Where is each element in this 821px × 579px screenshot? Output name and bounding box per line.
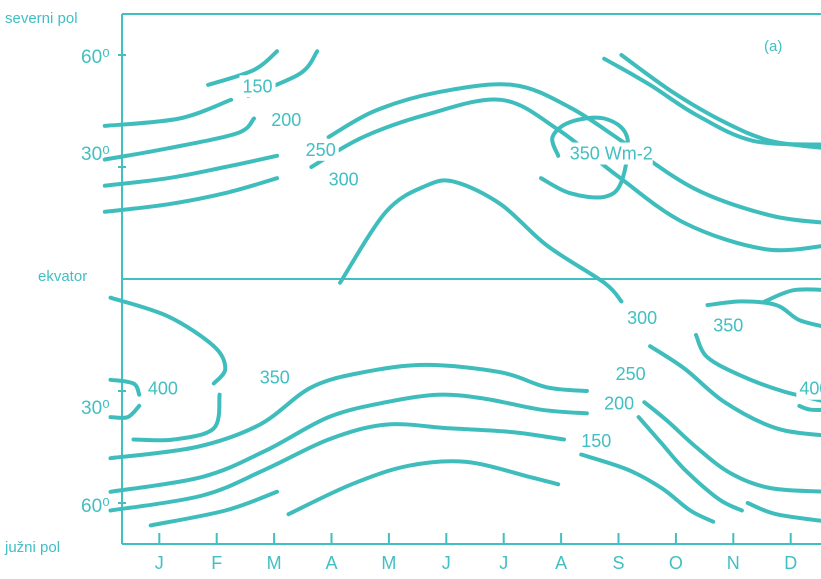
contour-label-s350: 350 [713, 315, 743, 335]
contour-line-s200 [108, 392, 589, 494]
contour-label-s250: 250 [616, 364, 646, 384]
contour-line-s250b [642, 400, 821, 494]
contour-line-s150b [148, 489, 279, 528]
month-label: J [155, 553, 164, 573]
y-label-60n: 60⁰ [81, 47, 110, 68]
contour-line-n200b [619, 53, 821, 150]
panel-label: (a) [764, 38, 782, 55]
contour-line-n150b [602, 56, 821, 147]
y-axis-labels: severni pol 60⁰ 30⁰ ekvator 30⁰ 60⁰ južn… [4, 10, 110, 556]
contour-line-s350e [705, 299, 821, 329]
contour-label-bg [325, 168, 362, 191]
contour-label-bg [302, 138, 339, 161]
contour-label-bg [144, 377, 181, 400]
y-label-south-pole: južni pol [4, 539, 60, 556]
contour-label-bg [624, 306, 661, 329]
contour-label-n200: 200 [271, 110, 301, 130]
contour-label-bg [710, 314, 747, 337]
contour-line-n250 [102, 153, 279, 188]
contour-label-bg [601, 392, 638, 415]
contour-line-s200c [745, 501, 821, 523]
contour-label-s350w: 350 [260, 368, 290, 388]
contour-line-s150d [579, 452, 716, 524]
contour-line-s150 [108, 422, 566, 513]
contour-line-s250 [108, 362, 589, 461]
contour-label-bg [239, 75, 276, 98]
month-label: S [613, 553, 625, 573]
contour-line-n200 [102, 116, 256, 162]
contour-line-eq300 [338, 178, 624, 304]
y-label-30n: 30⁰ [81, 144, 110, 165]
contour-lines [102, 49, 821, 528]
contour-label-s400e: 400 [799, 379, 821, 399]
contour-label-bg [578, 430, 615, 452]
contour-label-s150: 150 [581, 431, 611, 451]
contour-label-n300: 300 [329, 170, 359, 190]
contour-line-s400e2 [797, 403, 821, 412]
contour-label-bg [612, 362, 649, 385]
contour-line-n300 [102, 176, 279, 214]
y-label-60s: 60⁰ [81, 496, 110, 517]
contour-line-s150c [286, 459, 561, 517]
contour-label-n350: 350 Wm-2 [570, 144, 653, 164]
contour-line-s400w2 [108, 403, 142, 420]
y-label-30s: 30⁰ [81, 398, 110, 419]
contour-line-s350e3 [762, 287, 821, 304]
month-label: M [267, 553, 282, 573]
month-label: N [727, 553, 740, 573]
contour-label-s400w: 400 [148, 379, 178, 399]
month-label: O [669, 553, 683, 573]
month-label: D [784, 553, 797, 573]
contour-label-bg [566, 142, 653, 165]
contour-line-s400w [108, 377, 142, 397]
month-label: A [326, 553, 338, 573]
contour-line-s350w2 [131, 392, 222, 443]
contour-line-n150a [206, 49, 279, 87]
contour-label-n150: 150 [243, 76, 273, 96]
contour-line-n150 [102, 97, 234, 128]
contour-line-n250b [326, 82, 821, 225]
contour-label-n250: 250 [306, 140, 336, 160]
month-label: M [381, 553, 396, 573]
contour-label-s200: 200 [604, 394, 634, 414]
contour-line-n300b [309, 97, 821, 253]
month-label: F [211, 553, 222, 573]
contour-line-s300 [648, 344, 821, 438]
contour-label-bg [796, 377, 821, 400]
contour-label-s300: 300 [627, 308, 657, 328]
contour-line-s200b [636, 415, 744, 513]
month-label: A [555, 553, 567, 573]
contour-line-s350w [108, 295, 228, 386]
y-label-north-pole: severni pol [5, 10, 78, 27]
contour-label-bg [256, 366, 293, 389]
contour-line-n350 [539, 115, 630, 200]
month-label: J [442, 553, 451, 573]
y-label-equator: ekvator [38, 268, 87, 285]
contour-label-bg [268, 108, 305, 131]
month-label: J [499, 553, 508, 573]
